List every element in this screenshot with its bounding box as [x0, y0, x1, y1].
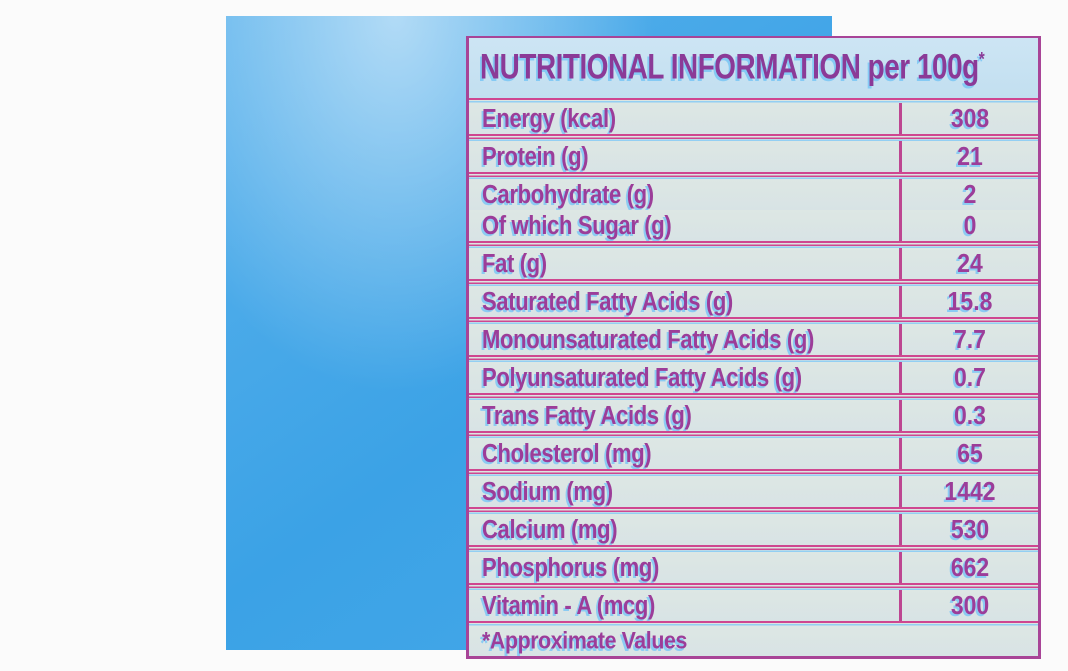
- row-divider: [469, 355, 1038, 362]
- nutrient-label: Energy (kcal): [482, 103, 616, 133]
- row-divider: [469, 469, 1038, 476]
- nutrient-label-cell: Cholesterol (mg): [469, 438, 899, 469]
- nutrition-row: Polyunsaturated Fatty Acids (g) 0.7: [469, 362, 1038, 393]
- nutrition-row: Vitamin - A (mcg) 300: [469, 590, 1038, 621]
- row-divider: [469, 279, 1038, 286]
- nutrient-label: Of which Sugar (g): [482, 210, 672, 240]
- nutrition-row: Of which Sugar (g) 0: [469, 210, 1038, 241]
- nutrient-value-cell: 1442: [899, 476, 1038, 507]
- footer-divider: [469, 621, 1038, 626]
- nutrient-value-cell: 2: [899, 179, 1038, 210]
- nutrition-row: Sodium (mg) 1442: [469, 476, 1038, 507]
- nutrition-row: Phosphorus (mg) 662: [469, 552, 1038, 583]
- nutrient-label-cell: Carbohydrate (g): [469, 179, 899, 210]
- nutrient-label-cell: Calcium (mg): [469, 514, 899, 545]
- nutrient-value-cell: 530: [899, 514, 1038, 545]
- row-divider: [469, 317, 1038, 324]
- nutrition-row: Monounsaturated Fatty Acids (g) 7.7: [469, 324, 1038, 355]
- nutrient-label: Saturated Fatty Acids (g): [482, 286, 733, 316]
- nutrient-label-cell: Protein (g): [469, 141, 899, 172]
- row-divider: [469, 241, 1038, 248]
- nutrient-value-cell: 0.7: [899, 362, 1038, 393]
- nutrient-value-cell: 21: [899, 141, 1038, 172]
- nutrient-value: 0: [963, 210, 977, 240]
- nutrient-label-cell: Trans Fatty Acids (g): [469, 400, 899, 431]
- nutrient-label-cell: Vitamin - A (mcg): [469, 590, 899, 621]
- nutrient-label: Carbohydrate (g): [482, 179, 654, 209]
- nutrient-value-cell: 7.7: [899, 324, 1038, 355]
- nutrient-label-cell: Monounsaturated Fatty Acids (g): [469, 324, 899, 355]
- nutrition-row: Energy (kcal) 308: [469, 103, 1038, 134]
- nutrition-row: Carbohydrate (g) 2: [469, 179, 1038, 210]
- nutrient-value: 1442: [944, 476, 996, 506]
- nutrition-table: NUTRITIONAL INFORMATION per 100g* Energy…: [466, 36, 1041, 659]
- nutrient-value-cell: 0.3: [899, 400, 1038, 431]
- row-divider: [469, 545, 1038, 552]
- nutrient-label: Trans Fatty Acids (g): [482, 400, 692, 430]
- nutrition-row: Saturated Fatty Acids (g) 15.8: [469, 286, 1038, 317]
- row-divider: [469, 134, 1038, 141]
- title-asterisk: *: [978, 49, 985, 71]
- title-text: NUTRITIONAL INFORMATION per 100g: [480, 47, 979, 87]
- nutrient-value: 21: [957, 141, 983, 171]
- nutrient-label-cell: Fat (g): [469, 248, 899, 279]
- nutrient-value: 300: [950, 590, 990, 620]
- nutrition-row: Trans Fatty Acids (g) 0.3: [469, 400, 1038, 431]
- nutrient-value-cell: 300: [899, 590, 1038, 621]
- footnote-row: *Approximate Values: [469, 626, 1038, 656]
- nutrient-value: 7.7: [954, 324, 986, 354]
- row-divider: [469, 583, 1038, 590]
- nutrient-label-cell: Of which Sugar (g): [469, 210, 899, 241]
- nutrient-value-cell: 24: [899, 248, 1038, 279]
- nutrient-value: 15.8: [947, 286, 993, 316]
- nutrient-label-cell: Energy (kcal): [469, 103, 899, 134]
- row-divider: [469, 431, 1038, 438]
- nutrient-label: Protein (g): [482, 141, 589, 171]
- approximate-values-note: *Approximate Values: [482, 626, 687, 655]
- row-divider: [469, 172, 1038, 179]
- nutrient-label: Polyunsaturated Fatty Acids (g): [482, 362, 802, 392]
- nutrient-label-cell: Saturated Fatty Acids (g): [469, 286, 899, 317]
- nutrient-label: Monounsaturated Fatty Acids (g): [482, 324, 814, 354]
- row-divider: [469, 507, 1038, 514]
- nutrient-value: 24: [957, 248, 983, 278]
- nutrient-value: 2: [963, 179, 977, 209]
- nutrient-label-cell: Sodium (mg): [469, 476, 899, 507]
- row-divider: [469, 393, 1038, 400]
- nutrient-label: Fat (g): [482, 248, 547, 278]
- header-divider: [469, 98, 1038, 103]
- nutrient-label-cell: Phosphorus (mg): [469, 552, 899, 583]
- nutrient-value-cell: 15.8: [899, 286, 1038, 317]
- nutrition-row: Protein (g) 21: [469, 141, 1038, 172]
- nutrition-row: Cholesterol (mg) 65: [469, 438, 1038, 469]
- nutrient-value: 662: [950, 552, 990, 582]
- nutrient-label: Sodium (mg): [482, 476, 613, 506]
- nutrient-value-cell: 308: [899, 103, 1038, 134]
- nutrient-label: Phosphorus (mg): [482, 552, 660, 582]
- nutrition-row: Calcium (mg) 530: [469, 514, 1038, 545]
- nutrient-value: 308: [950, 103, 990, 133]
- nutrient-value: 65: [957, 438, 983, 468]
- nutrient-label: Calcium (mg): [482, 514, 618, 544]
- nutrient-label: Cholesterol (mg): [482, 438, 652, 468]
- nutrient-value-cell: 65: [899, 438, 1038, 469]
- nutrient-label-cell: Polyunsaturated Fatty Acids (g): [469, 362, 899, 393]
- nutrient-value-cell: 0: [899, 210, 1038, 241]
- table-title-row: NUTRITIONAL INFORMATION per 100g*: [469, 38, 1038, 98]
- nutrient-label: Vitamin - A (mcg): [482, 590, 655, 620]
- nutrient-value: 0.3: [954, 400, 986, 430]
- page-title: NUTRITIONAL INFORMATION per 100g*: [480, 47, 985, 88]
- nutrition-row: Fat (g) 24: [469, 248, 1038, 279]
- nutrient-value: 530: [950, 514, 990, 544]
- nutrient-value-cell: 662: [899, 552, 1038, 583]
- nutrient-value: 0.7: [954, 362, 986, 392]
- package-panel: NUTRITIONAL INFORMATION per 100g* Energy…: [226, 16, 1041, 659]
